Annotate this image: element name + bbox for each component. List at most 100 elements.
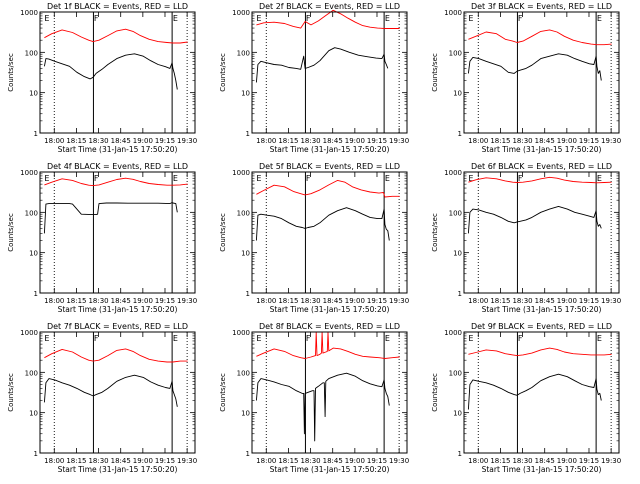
chart-panel-4: Det 4f BLACK = Events, RED = LLD Counts/s… bbox=[7, 162, 197, 314]
x-tick-label: 18:30 bbox=[512, 297, 532, 305]
y-tick-label: 10 bbox=[29, 90, 38, 98]
y-tick-label: 100 bbox=[237, 209, 250, 217]
y-axis-label: Counts/sec bbox=[431, 213, 439, 252]
chart-panel-7: Det 7f BLACK = Events, RED = LLD Counts/s… bbox=[7, 322, 197, 474]
flag-marker: E bbox=[44, 174, 49, 183]
x-tick-label: 18:30 bbox=[88, 137, 108, 145]
lld-series-line bbox=[256, 331, 400, 359]
chart-title: Det 6f BLACK = Events, RED = LLD bbox=[471, 162, 612, 171]
flag-marker: E bbox=[256, 334, 261, 343]
y-tick-label: 10 bbox=[453, 250, 462, 258]
x-tick-label: 18:15 bbox=[278, 297, 298, 305]
events-series-line bbox=[255, 207, 390, 241]
x-tick-label: 19:30 bbox=[389, 137, 409, 145]
flag-marker: E bbox=[468, 174, 473, 183]
lld-series-line bbox=[468, 347, 612, 357]
y-tick-label: 1 bbox=[34, 130, 38, 138]
x-tick-label: 18:00 bbox=[256, 297, 276, 305]
x-tick-label: 18:00 bbox=[468, 297, 488, 305]
x-tick-label: 19:30 bbox=[177, 137, 197, 145]
x-tick-label: 19:15 bbox=[579, 137, 599, 145]
flag-marker: F bbox=[306, 334, 311, 343]
y-axis-label: Counts/sec bbox=[7, 213, 15, 252]
y-tick-label: 10 bbox=[29, 410, 38, 418]
chart-title: Det 9f BLACK = Events, RED = LLD bbox=[471, 322, 612, 331]
chart-panel-9: Det 9f BLACK = Events, RED = LLD Counts/s… bbox=[431, 322, 621, 474]
y-tick-label: 1000 bbox=[232, 169, 250, 177]
x-tick-label: 19:00 bbox=[345, 457, 365, 465]
flag-marker: E bbox=[173, 174, 178, 183]
x-tick-label: 18:15 bbox=[66, 297, 86, 305]
flag-marker: F bbox=[94, 334, 99, 343]
flag-marker: E bbox=[173, 334, 178, 343]
x-tick-label: 19:15 bbox=[155, 137, 175, 145]
flag-marker: E bbox=[597, 334, 602, 343]
chart-panel-1: Det 1f BLACK = Events, RED = LLD Counts/s… bbox=[7, 2, 197, 154]
x-tick-label: 18:15 bbox=[278, 457, 298, 465]
flag-marker: E bbox=[468, 334, 473, 343]
x-tick-label: 19:30 bbox=[601, 457, 621, 465]
events-series-line bbox=[467, 373, 602, 410]
x-tick-label: 18:00 bbox=[256, 457, 276, 465]
chart-title: Det 7f BLACK = Events, RED = LLD bbox=[47, 322, 188, 331]
y-tick-label: 100 bbox=[237, 369, 250, 377]
x-axis-label: Start Time (31-Jan-15 17:50:20) bbox=[270, 145, 390, 154]
flag-marker: E bbox=[385, 174, 390, 183]
x-tick-label: 18:30 bbox=[300, 137, 320, 145]
y-axis-label: Counts/sec bbox=[219, 213, 227, 252]
x-tick-label: 19:00 bbox=[557, 457, 577, 465]
chart-panel-6: Det 6f BLACK = Events, RED = LLD Counts/s… bbox=[431, 162, 621, 314]
chart-title: Det 3f BLACK = Events, RED = LLD bbox=[471, 2, 612, 11]
y-tick-label: 1000 bbox=[20, 329, 38, 337]
y-tick-label: 1000 bbox=[444, 9, 462, 17]
x-axis-label: Start Time (31-Jan-15 17:50:20) bbox=[482, 305, 602, 314]
x-tick-label: 19:30 bbox=[601, 137, 621, 145]
x-tick-label: 18:30 bbox=[512, 457, 532, 465]
x-tick-label: 18:45 bbox=[111, 137, 131, 145]
x-tick-label: 19:30 bbox=[601, 297, 621, 305]
flag-marker: F bbox=[518, 14, 523, 23]
flag-marker: F bbox=[306, 14, 311, 23]
flag-marker: E bbox=[597, 14, 602, 23]
x-tick-label: 19:15 bbox=[155, 297, 175, 305]
lld-series-line bbox=[468, 176, 612, 184]
flag-marker: E bbox=[256, 14, 261, 23]
x-tick-label: 18:00 bbox=[44, 457, 64, 465]
y-tick-label: 1 bbox=[458, 130, 462, 138]
y-tick-label: 10 bbox=[241, 250, 250, 258]
x-tick-label: 18:45 bbox=[111, 297, 131, 305]
y-tick-label: 100 bbox=[449, 49, 462, 57]
flag-marker: E bbox=[173, 14, 178, 23]
plot-frame bbox=[463, 11, 620, 134]
y-tick-label: 100 bbox=[25, 49, 38, 57]
plot-frame bbox=[251, 331, 408, 454]
x-axis-label: Start Time (31-Jan-15 17:50:20) bbox=[58, 305, 178, 314]
y-axis-label: Counts/sec bbox=[431, 53, 439, 92]
y-tick-label: 10 bbox=[453, 410, 462, 418]
chart-title: Det 2f BLACK = Events, RED = LLD bbox=[259, 2, 400, 11]
events-series-line bbox=[255, 47, 389, 83]
x-axis-label: Start Time (31-Jan-15 17:50:20) bbox=[270, 305, 390, 314]
y-tick-label: 100 bbox=[237, 49, 250, 57]
y-tick-label: 1 bbox=[246, 450, 250, 458]
x-tick-label: 19:15 bbox=[367, 137, 387, 145]
x-tick-label: 19:30 bbox=[389, 457, 409, 465]
y-tick-label: 100 bbox=[25, 209, 38, 217]
chart-panel-8: Det 8f BLACK = Events, RED = LLD Counts/s… bbox=[219, 322, 409, 474]
chart-title: Det 4f BLACK = Events, RED = LLD bbox=[47, 162, 188, 171]
y-axis-label: Counts/sec bbox=[7, 53, 15, 92]
events-series-line bbox=[467, 205, 602, 234]
flag-marker: F bbox=[306, 174, 311, 183]
flag-marker: E bbox=[385, 334, 390, 343]
plot-frame bbox=[463, 171, 620, 294]
y-tick-label: 10 bbox=[241, 410, 250, 418]
y-tick-label: 10 bbox=[29, 250, 38, 258]
plot-frame bbox=[39, 331, 196, 454]
x-tick-label: 18:00 bbox=[44, 297, 64, 305]
x-tick-label: 19:30 bbox=[177, 297, 197, 305]
x-axis-label: Start Time (31-Jan-15 17:50:20) bbox=[58, 465, 178, 474]
chart-title: Det 1f BLACK = Events, RED = LLD bbox=[47, 2, 188, 11]
x-axis-label: Start Time (31-Jan-15 17:50:20) bbox=[270, 465, 390, 474]
lld-series-line bbox=[44, 28, 188, 44]
